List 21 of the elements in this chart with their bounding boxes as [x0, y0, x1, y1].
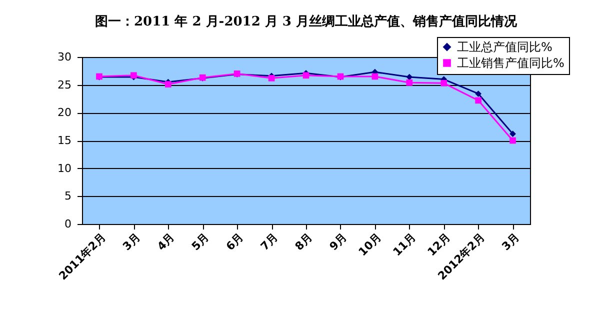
legend-label: 工业总产值同比%	[457, 40, 552, 54]
x-tick-label: 10月	[356, 230, 384, 259]
y-tick-label: 10	[58, 162, 72, 175]
y-tick-label: 30	[58, 50, 72, 64]
x-tick-label: 7月	[258, 230, 281, 254]
y-tick-label: 15	[58, 134, 72, 147]
x-tick-label: 11月	[390, 230, 418, 259]
y-tick-label: 5	[64, 190, 72, 203]
legend-label: 工业销售产值同比%	[457, 56, 564, 70]
x-tick-label: 3月	[120, 230, 143, 254]
y-tick-label: 20	[58, 106, 72, 120]
x-tick-label: 12月	[425, 230, 453, 259]
x-tick-label: 9月	[327, 230, 350, 254]
x-tick-label: 8月	[292, 230, 315, 254]
x-tick-label: 4月	[154, 230, 178, 254]
chart-title: 图一：2011 年 2 月-2012 月 3 月丝绸工业总产值、销售产值同比情况	[94, 14, 518, 30]
y-tick-label: 0	[64, 218, 72, 230]
x-tick-label: 3月	[499, 230, 522, 254]
x-tick-label: 5月	[189, 230, 212, 254]
y-tick-label: 25	[58, 78, 72, 92]
x-tick-label: 6月	[224, 230, 246, 254]
